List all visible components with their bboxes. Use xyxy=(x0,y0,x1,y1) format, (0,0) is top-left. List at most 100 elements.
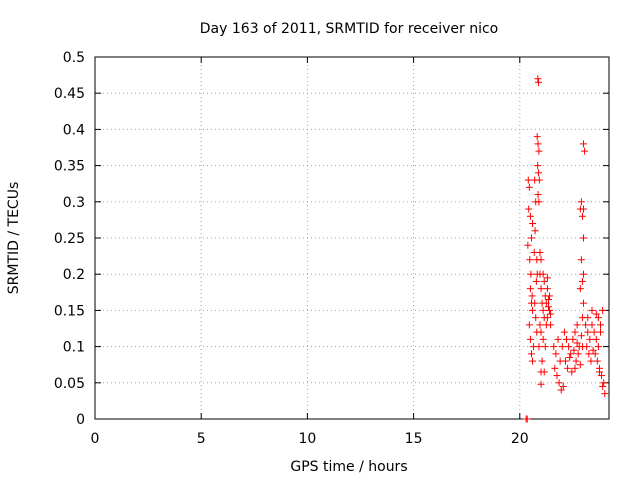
data-point xyxy=(597,328,605,336)
data-point xyxy=(524,176,532,184)
data-point xyxy=(592,335,600,343)
data-point xyxy=(586,335,594,343)
data-point xyxy=(526,212,534,220)
data-point xyxy=(564,364,572,372)
data-point xyxy=(578,212,586,220)
data-point xyxy=(535,343,543,351)
data-point xyxy=(543,274,551,282)
data-point xyxy=(536,248,544,256)
y-tick-label: 0.3 xyxy=(63,195,85,211)
data-point xyxy=(576,361,584,369)
data-point xyxy=(594,314,602,322)
data-point xyxy=(577,256,585,264)
data-point xyxy=(542,299,550,307)
y-tick-label: 0 xyxy=(76,412,85,428)
data-point xyxy=(600,379,608,387)
x-tick-label: 20 xyxy=(511,431,529,447)
data-point xyxy=(573,321,581,329)
data-point xyxy=(555,379,563,387)
data-point xyxy=(527,350,535,358)
data-point xyxy=(598,372,606,380)
x-tick-label: 0 xyxy=(91,431,100,447)
data-point xyxy=(557,386,565,394)
x-tick-label: 10 xyxy=(298,431,316,447)
data-point xyxy=(550,343,558,351)
data-point xyxy=(593,357,601,365)
data-point xyxy=(565,343,573,351)
point-layer xyxy=(522,75,609,423)
data-point xyxy=(580,234,588,242)
data-point xyxy=(582,321,590,329)
data-point xyxy=(526,285,534,293)
data-point xyxy=(584,314,592,322)
data-point xyxy=(540,277,548,285)
data-point xyxy=(529,357,537,365)
data-point xyxy=(566,353,574,361)
data-point xyxy=(539,335,547,343)
data-point xyxy=(558,343,566,351)
data-point xyxy=(528,292,536,300)
data-point xyxy=(561,357,569,365)
data-point xyxy=(577,332,585,340)
data-point xyxy=(531,299,539,307)
data-point xyxy=(572,357,580,365)
data-point xyxy=(583,343,591,351)
data-point xyxy=(534,78,542,86)
data-point xyxy=(597,321,605,329)
data-point xyxy=(523,415,531,423)
data-point xyxy=(525,321,533,329)
data-point xyxy=(543,285,551,293)
data-point xyxy=(563,335,571,343)
data-point xyxy=(592,310,600,318)
data-point xyxy=(532,277,540,285)
tick-layer: 0 0.05 0.1 0.15 0.2 0.25 0.3 0.35 0.4 0.45 0.5 0 5 10… xyxy=(54,50,609,447)
data-point xyxy=(599,382,607,390)
data-point xyxy=(576,285,584,293)
data-point xyxy=(568,368,576,376)
data-point xyxy=(587,357,595,365)
data-point xyxy=(531,227,539,235)
data-point xyxy=(529,220,537,228)
data-point xyxy=(595,368,603,376)
data-point xyxy=(553,372,561,380)
data-point xyxy=(527,234,535,242)
data-point xyxy=(537,380,545,388)
data-point xyxy=(535,147,543,155)
data-point xyxy=(591,350,599,358)
data-point xyxy=(534,169,542,177)
data-point xyxy=(536,321,544,329)
x-axis-label: GPS time / hours xyxy=(290,459,407,475)
data-point xyxy=(525,205,533,213)
y-tick-label: 0.5 xyxy=(63,50,85,66)
data-point xyxy=(544,303,552,311)
data-point xyxy=(570,346,578,354)
data-point xyxy=(594,343,602,351)
grid-layer xyxy=(95,57,609,419)
data-point xyxy=(554,335,562,343)
data-point xyxy=(541,343,549,351)
data-point xyxy=(524,241,532,249)
data-point xyxy=(532,314,540,322)
data-point xyxy=(578,277,586,285)
data-point xyxy=(567,350,575,358)
y-tick-label: 0.15 xyxy=(54,303,85,319)
data-point xyxy=(538,357,546,365)
x-tick-label: 5 xyxy=(197,431,206,447)
data-point xyxy=(526,256,534,264)
data-point xyxy=(552,350,560,358)
y-tick-label: 0.45 xyxy=(54,86,85,102)
data-point xyxy=(533,133,541,141)
data-point xyxy=(589,346,597,354)
data-point xyxy=(537,328,545,336)
data-point xyxy=(546,306,554,314)
y-tick-label: 0.4 xyxy=(63,122,85,138)
x-tick-label: 15 xyxy=(405,431,423,447)
data-point xyxy=(580,205,588,213)
data-point xyxy=(534,75,542,83)
data-point xyxy=(571,364,579,372)
data-point xyxy=(547,310,555,318)
data-point xyxy=(526,335,534,343)
chart-title: Day 163 of 2011, SRMTID for receiver nic… xyxy=(200,21,498,37)
data-point xyxy=(540,368,548,376)
